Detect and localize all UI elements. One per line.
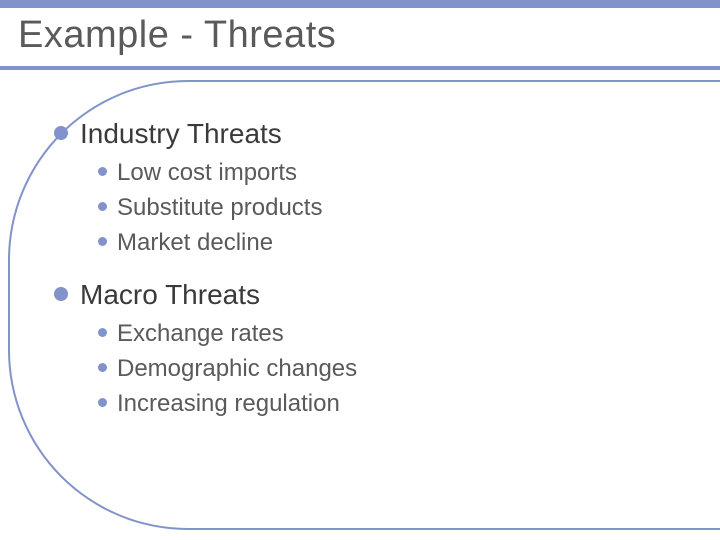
circle-bullet-icon xyxy=(98,167,107,176)
content-area: Industry Threats Low cost imports Substi… xyxy=(54,106,680,423)
circle-bullet-icon xyxy=(98,363,107,372)
circle-bullet-icon xyxy=(54,126,68,140)
bullet-level2-label: Exchange rates xyxy=(117,318,284,349)
bullet-level1-label: Industry Threats xyxy=(80,116,282,151)
circle-bullet-icon xyxy=(98,237,107,246)
bullet-level1-label: Macro Threats xyxy=(80,277,260,312)
bullet-level2: Substitute products xyxy=(98,192,680,223)
bullet-level2: Exchange rates xyxy=(98,318,680,349)
bullet-level2-label: Increasing regulation xyxy=(117,388,340,419)
title-underline xyxy=(0,66,720,70)
circle-bullet-icon xyxy=(54,287,68,301)
bullet-level2-label: Low cost imports xyxy=(117,157,297,188)
top-band xyxy=(0,0,720,8)
bullet-level2: Market decline xyxy=(98,227,680,258)
circle-bullet-icon xyxy=(98,202,107,211)
bullet-level1: Industry Threats xyxy=(54,116,680,151)
bullet-level2: Demographic changes xyxy=(98,353,680,384)
bullet-level2-label: Demographic changes xyxy=(117,353,357,384)
bullet-level2-label: Market decline xyxy=(117,227,273,258)
slide: Example - Threats Industry Threats Low c… xyxy=(0,0,720,540)
bullet-level2: Increasing regulation xyxy=(98,388,680,419)
slide-title: Example - Threats xyxy=(18,14,336,57)
bullet-level2: Low cost imports xyxy=(98,157,680,188)
bullet-level2-label: Substitute products xyxy=(117,192,322,223)
circle-bullet-icon xyxy=(98,328,107,337)
circle-bullet-icon xyxy=(98,398,107,407)
bullet-level1: Macro Threats xyxy=(54,277,680,312)
